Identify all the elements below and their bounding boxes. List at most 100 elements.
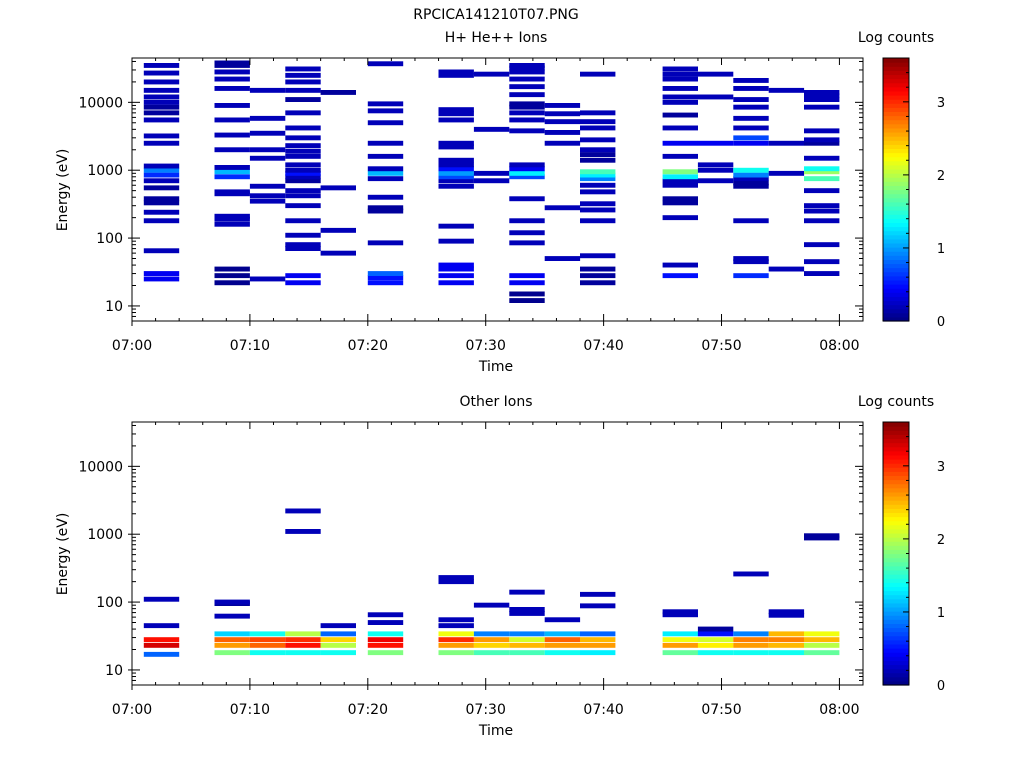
colorbar-swatch [883,271,909,277]
heatmap-cell [143,185,180,191]
heatmap-cell [214,642,250,648]
colorbar-swatch [883,185,909,191]
heatmap-cell [804,271,840,276]
heatmap-cell [768,612,805,618]
colorbar-swatch [883,590,909,596]
heatmap-cell [804,637,840,643]
colorbar-swatch [883,214,909,219]
x-tick-label: 07:40 [583,338,623,354]
heatmap-cell [544,140,581,146]
heatmap-cell [214,86,250,91]
heatmap-cell [214,213,250,219]
heatmap-cell [544,650,581,656]
heatmap-cell [320,623,356,629]
colorbar-swatch [883,148,909,154]
heatmap-cell [509,170,545,176]
heatmap-cell [438,575,474,580]
heatmap-cell [662,609,698,615]
heatmap-cell [214,613,250,619]
heatmap-cell [509,110,545,116]
colorbar-swatch [883,615,909,620]
colorbar-swatch [883,173,909,178]
heatmap-cell [285,218,321,224]
heatmap-cell [143,178,180,184]
colorbar-swatch [883,680,909,686]
heatmap-cell [768,140,805,146]
heatmap-cell [804,169,840,175]
heatmap-cell [580,189,616,195]
colorbar: 0 1 2 3 [882,57,945,330]
colorbar-swatch [883,458,909,464]
heatmap-cell [367,612,404,618]
colorbar-swatch [883,123,909,129]
heatmap-cell [143,642,180,648]
heatmap-cell [697,71,734,77]
heatmap-cell [509,128,545,134]
x-axis-label: Time [478,723,513,739]
heatmap-cell [697,637,734,643]
x-axis-label: Time [478,359,513,375]
heatmap-cell [320,642,356,648]
heatmap-cell [697,94,734,100]
colorbar-swatch [883,275,909,281]
colorbar-swatch [883,193,909,199]
heatmap-cell [320,650,356,656]
heatmap-cell [249,155,286,161]
heatmap-cell [509,166,545,172]
heatmap-cell [214,117,250,123]
heatmap-cell [733,86,769,91]
colorbar-swatch [883,512,909,518]
heatmap-cell [733,642,769,648]
colorbar-swatch [883,131,909,137]
heatmap-cell [544,111,581,117]
colorbar: 0 1 2 3 [882,421,945,694]
panel-title: H+ He++ Ions [445,30,548,46]
colorbar-label: Log counts [858,30,934,46]
heatmap-cell [214,599,250,605]
colorbar-swatch [883,524,909,530]
heatmap-cell [214,103,250,108]
x-tick-label: 07:10 [230,338,270,354]
heatmap-cell [733,172,769,178]
heatmap-cell [473,602,510,608]
heatmap-cell [662,631,698,637]
colorbar-swatch [883,263,909,269]
heatmap-cell [662,650,698,656]
heatmap-cell [544,642,581,648]
plot-frame [131,57,864,322]
heatmap-cell [367,637,404,643]
heatmap-cell [285,637,321,643]
heatmap-cell [580,152,616,157]
heatmap-cell [214,221,250,227]
heatmap-cell [249,183,286,189]
heatmap-cell [285,148,321,154]
heatmap-cell [662,178,698,184]
heatmap-cell [509,631,545,637]
heatmap-cell [804,176,840,182]
heatmap-cell [509,240,545,246]
heatmap-cell [320,185,356,191]
heatmap-cell [662,76,698,82]
heatmap-cell [662,71,698,77]
heatmap-cell [367,240,404,246]
heatmap-cell [143,104,180,110]
y-tick-label: 10 [105,663,123,679]
heatmap-cell [473,650,510,656]
colorbar-swatch [883,676,909,682]
heatmap-cell [438,650,474,656]
heatmap-cell [580,176,616,182]
colorbar-swatch [883,639,909,645]
heatmap-cell [367,101,404,107]
heatmap-cell [214,189,250,195]
heatmap-cell [509,280,545,286]
heatmap-cell [804,218,840,224]
heatmap-cell [733,176,769,182]
colorbar-label: Log counts [858,394,934,410]
x-tick-label: 07:40 [583,702,623,718]
heatmap-cell [509,611,545,616]
figure-title: RPCICA141210T07.PNG [413,7,578,23]
colorbar-swatch [883,541,909,546]
heatmap-cell [285,153,321,159]
x-axis: 07:00 07:10 07:20 07:30 07:40 07:50 08:00 [112,422,864,718]
